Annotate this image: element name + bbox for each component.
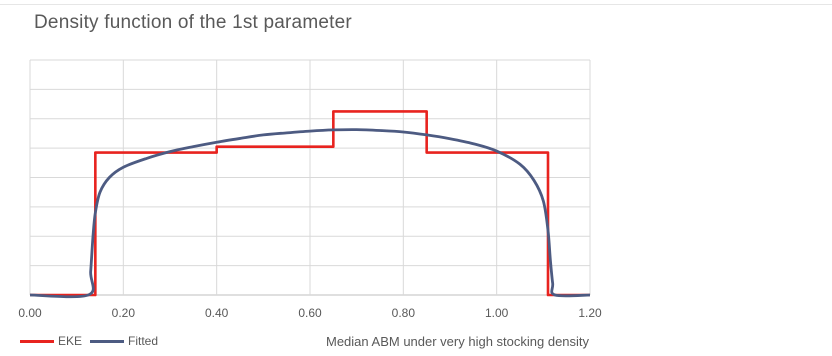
legend-label-fitted: Fitted [128, 334, 159, 348]
x-tick-label: 0.60 [298, 306, 322, 320]
legend-label-eke: EKE [58, 334, 83, 348]
series-fitted-line [29, 128, 591, 299]
legend-swatch-fitted [90, 339, 125, 343]
series-lines [29, 110, 591, 299]
legend-item-eke: EKE [20, 334, 82, 348]
chart-title: Density function of the 1st parameter [34, 12, 352, 33]
top-rule [0, 4, 832, 5]
x-tick-label: 1.20 [578, 306, 602, 320]
x-tick-labels: 0.00 0.20 0.40 0.60 0.80 1.00 1.20 [18, 306, 602, 320]
x-axis-label: Median ABM under very high stocking dens… [326, 334, 590, 349]
grid [29, 59, 591, 296]
legend-swatch-eke [20, 339, 54, 343]
x-tick-label: 0.40 [205, 306, 229, 320]
x-tick-label: 0.80 [392, 306, 416, 320]
x-tick-label: 0.00 [18, 306, 42, 320]
legend: EKE Fitted [20, 331, 166, 351]
legend-item-fitted: Fitted [90, 334, 158, 348]
x-tick-label: 1.00 [485, 306, 509, 320]
x-tick-label: 0.20 [112, 306, 136, 320]
